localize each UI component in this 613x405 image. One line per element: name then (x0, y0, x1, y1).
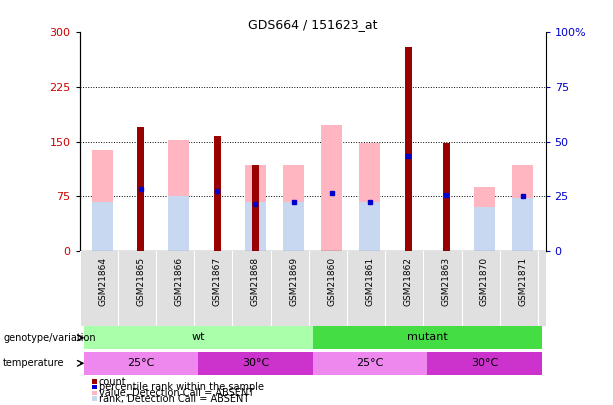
Text: GSM21864: GSM21864 (98, 257, 107, 306)
Text: GSM21861: GSM21861 (365, 257, 375, 306)
Text: GSM21869: GSM21869 (289, 257, 298, 306)
Text: percentile rank within the sample: percentile rank within the sample (99, 382, 264, 392)
Bar (474, 187, 495, 251)
Bar (283, 165, 304, 251)
Text: GSM21863: GSM21863 (442, 257, 451, 306)
Bar (137, 127, 144, 251)
Text: genotype/variation: genotype/variation (3, 333, 96, 343)
Bar (359, 143, 381, 251)
Bar (252, 165, 259, 251)
Bar (474, 207, 495, 251)
Bar (512, 165, 533, 251)
Text: 30°C: 30°C (242, 358, 269, 368)
Text: GSM21868: GSM21868 (251, 257, 260, 306)
Text: 25°C: 25°C (127, 358, 154, 368)
Text: GSM21866: GSM21866 (175, 257, 183, 306)
Bar (283, 202, 304, 251)
Bar (169, 196, 189, 251)
Bar (83, 352, 198, 375)
Text: rank, Detection Call = ABSENT: rank, Detection Call = ABSENT (99, 394, 249, 403)
Bar (443, 143, 450, 251)
Text: GSM21862: GSM21862 (403, 257, 413, 306)
Bar (92, 151, 113, 251)
Text: temperature: temperature (3, 358, 64, 368)
Text: mutant: mutant (407, 332, 447, 342)
Bar (313, 352, 427, 375)
Bar (321, 125, 342, 251)
Text: GSM21870: GSM21870 (480, 257, 489, 306)
Bar (359, 202, 381, 251)
Text: GSM21865: GSM21865 (136, 257, 145, 306)
Text: wt: wt (191, 332, 205, 342)
Bar (245, 202, 266, 251)
Bar (198, 352, 313, 375)
Bar (313, 326, 542, 349)
Bar (427, 352, 542, 375)
Bar (512, 198, 533, 251)
Text: value, Detection Call = ABSENT: value, Detection Call = ABSENT (99, 388, 254, 398)
Text: count: count (99, 377, 126, 386)
Text: GSM21860: GSM21860 (327, 257, 336, 306)
Text: GSM21871: GSM21871 (518, 257, 527, 306)
Text: 30°C: 30°C (471, 358, 498, 368)
Text: GSM21867: GSM21867 (213, 257, 222, 306)
Bar (405, 47, 411, 251)
Bar (169, 140, 189, 251)
Bar (83, 326, 313, 349)
Bar (245, 165, 266, 251)
Text: 25°C: 25°C (356, 358, 384, 368)
Bar (92, 202, 113, 251)
Bar (214, 136, 221, 251)
Title: GDS664 / 151623_at: GDS664 / 151623_at (248, 18, 378, 31)
